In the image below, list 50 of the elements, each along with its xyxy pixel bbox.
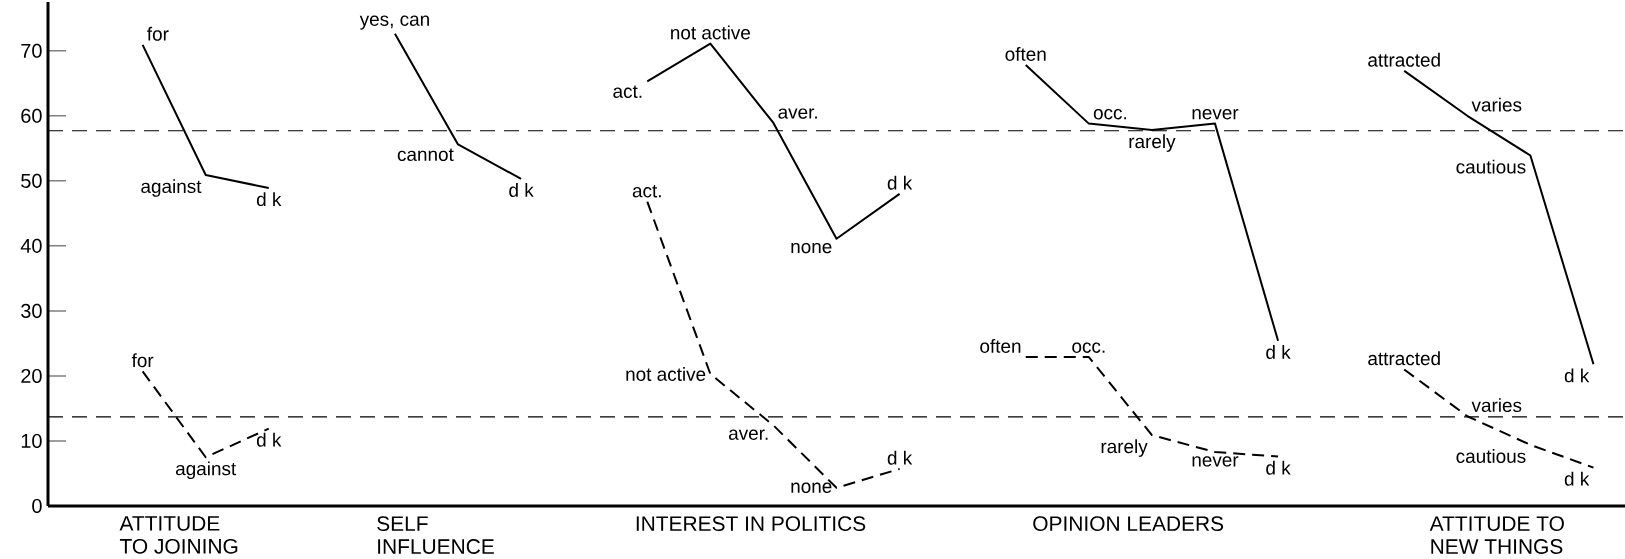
data-label: none bbox=[791, 242, 832, 254]
data-label: d k bbox=[1564, 471, 1590, 486]
data-label: none bbox=[791, 482, 832, 493]
y-tick-label: 0 bbox=[32, 498, 42, 514]
data-label: for bbox=[147, 26, 169, 41]
y-tick-label: 70 bbox=[21, 43, 42, 58]
data-label: rarely bbox=[1101, 439, 1148, 457]
y-tick-label: 40 bbox=[20, 238, 42, 253]
data-label: occ. bbox=[1072, 342, 1105, 353]
text: SELF INFLUENCE bbox=[377, 516, 494, 554]
data-label: often bbox=[980, 339, 1021, 353]
data-label: cautious bbox=[1456, 159, 1526, 174]
data-label: cannot bbox=[397, 148, 454, 162]
data-label: not active bbox=[626, 367, 706, 381]
data-label: act. bbox=[632, 185, 661, 198]
data-label: often bbox=[1005, 47, 1046, 61]
data-label: d k bbox=[509, 183, 534, 197]
data-label: rarely bbox=[1129, 134, 1176, 152]
y-tick-label: 30 bbox=[21, 303, 42, 318]
y-tick-label: 60 bbox=[21, 108, 42, 123]
data-label: varies bbox=[1471, 97, 1522, 112]
text: INTEREST IN POLITICS bbox=[636, 516, 866, 532]
data-label: yes, can bbox=[359, 15, 429, 30]
data-label: attracted bbox=[1368, 52, 1440, 67]
data-label: against bbox=[141, 179, 202, 197]
data-label: attracted bbox=[1368, 351, 1440, 366]
data-label: act. bbox=[613, 85, 642, 98]
y-tick-label: 50 bbox=[21, 173, 42, 188]
data-label: d k bbox=[1266, 345, 1291, 359]
y-tick-label: 20 bbox=[21, 368, 42, 383]
data-label: d k bbox=[887, 450, 913, 465]
y-tick-label: 10 bbox=[21, 433, 42, 449]
data-label: varies bbox=[1471, 398, 1522, 413]
data-label: against bbox=[175, 461, 237, 480]
data-label: for bbox=[131, 353, 154, 368]
data-label: aver. bbox=[778, 108, 817, 119]
text: OPINION LEADERS bbox=[1033, 516, 1224, 532]
data-label: occ. bbox=[1093, 109, 1127, 120]
data-label: never bbox=[1192, 109, 1239, 120]
text: ATTITUDE TO JOINING bbox=[119, 516, 238, 554]
data-label: never bbox=[1192, 456, 1239, 467]
data-label: cautious bbox=[1456, 449, 1526, 463]
data-label: d k bbox=[1266, 460, 1291, 475]
data-label: d k bbox=[256, 192, 282, 207]
data-label: d k bbox=[256, 432, 282, 447]
data-label: not active bbox=[671, 25, 750, 40]
data-label: d k bbox=[1564, 368, 1590, 383]
text: ATTITUDE TO NEW THINGS bbox=[1429, 516, 1564, 554]
data-label: d k bbox=[887, 175, 913, 190]
data-label: aver. bbox=[728, 429, 768, 440]
